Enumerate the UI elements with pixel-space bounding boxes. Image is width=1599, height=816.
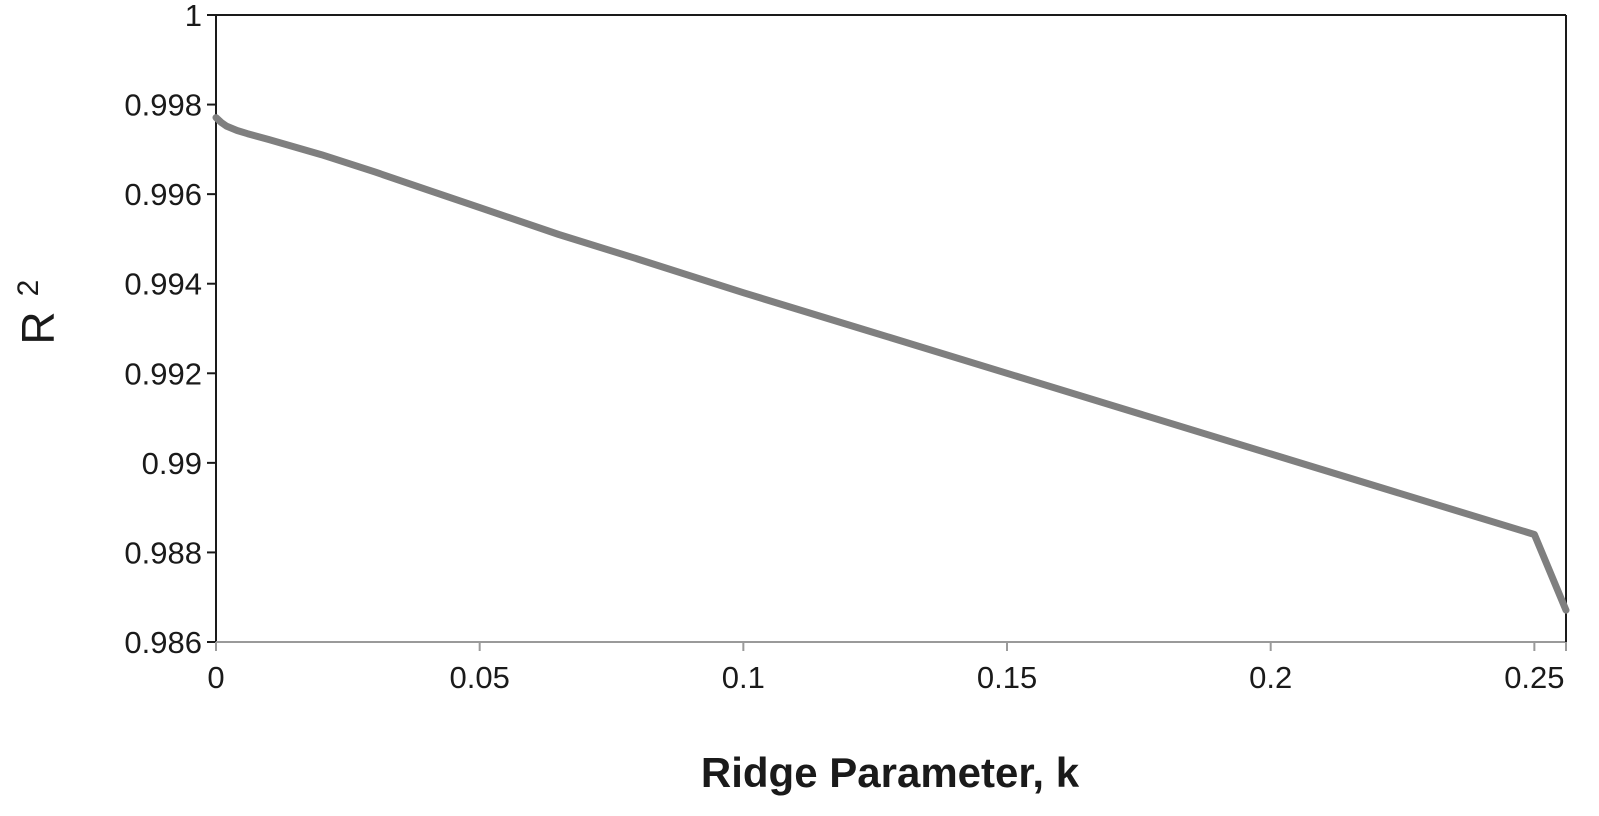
y-axis-title-group: R 2	[12, 280, 64, 345]
x-axis-title: Ridge Parameter, k	[701, 749, 1080, 796]
x-tick-label: 0.25	[1504, 660, 1564, 695]
y-tick-label: 0.992	[124, 356, 202, 391]
x-tick-label: 0	[207, 660, 224, 695]
y-axis-title-superscript: 2	[12, 280, 45, 297]
y-axis-title: R	[12, 311, 64, 344]
ticks: 0.986 0.988 0.99 0.992 0.994 0.996 0.998 1 0 0.05…	[124, 0, 1567, 695]
y-tick-label: 0.99	[142, 446, 202, 481]
y-tick-label: 0.994	[124, 267, 202, 302]
y-tick-label: 0.986	[124, 625, 202, 660]
series-layer	[212, 114, 1570, 614]
x-tick-label: 0.1	[722, 660, 765, 695]
x-tick-label: 0.05	[450, 660, 510, 695]
x-tick-label: 0.2	[1249, 660, 1292, 695]
y-tick-label: 0.998	[124, 88, 202, 123]
y-tick-label: 0.988	[124, 535, 202, 570]
y-tick-label: 0.996	[124, 177, 202, 212]
x-tick-label: 0.15	[977, 660, 1037, 695]
series-line	[212, 114, 1570, 614]
y-tick-label: 1	[185, 0, 202, 33]
axes	[215, 14, 1567, 643]
